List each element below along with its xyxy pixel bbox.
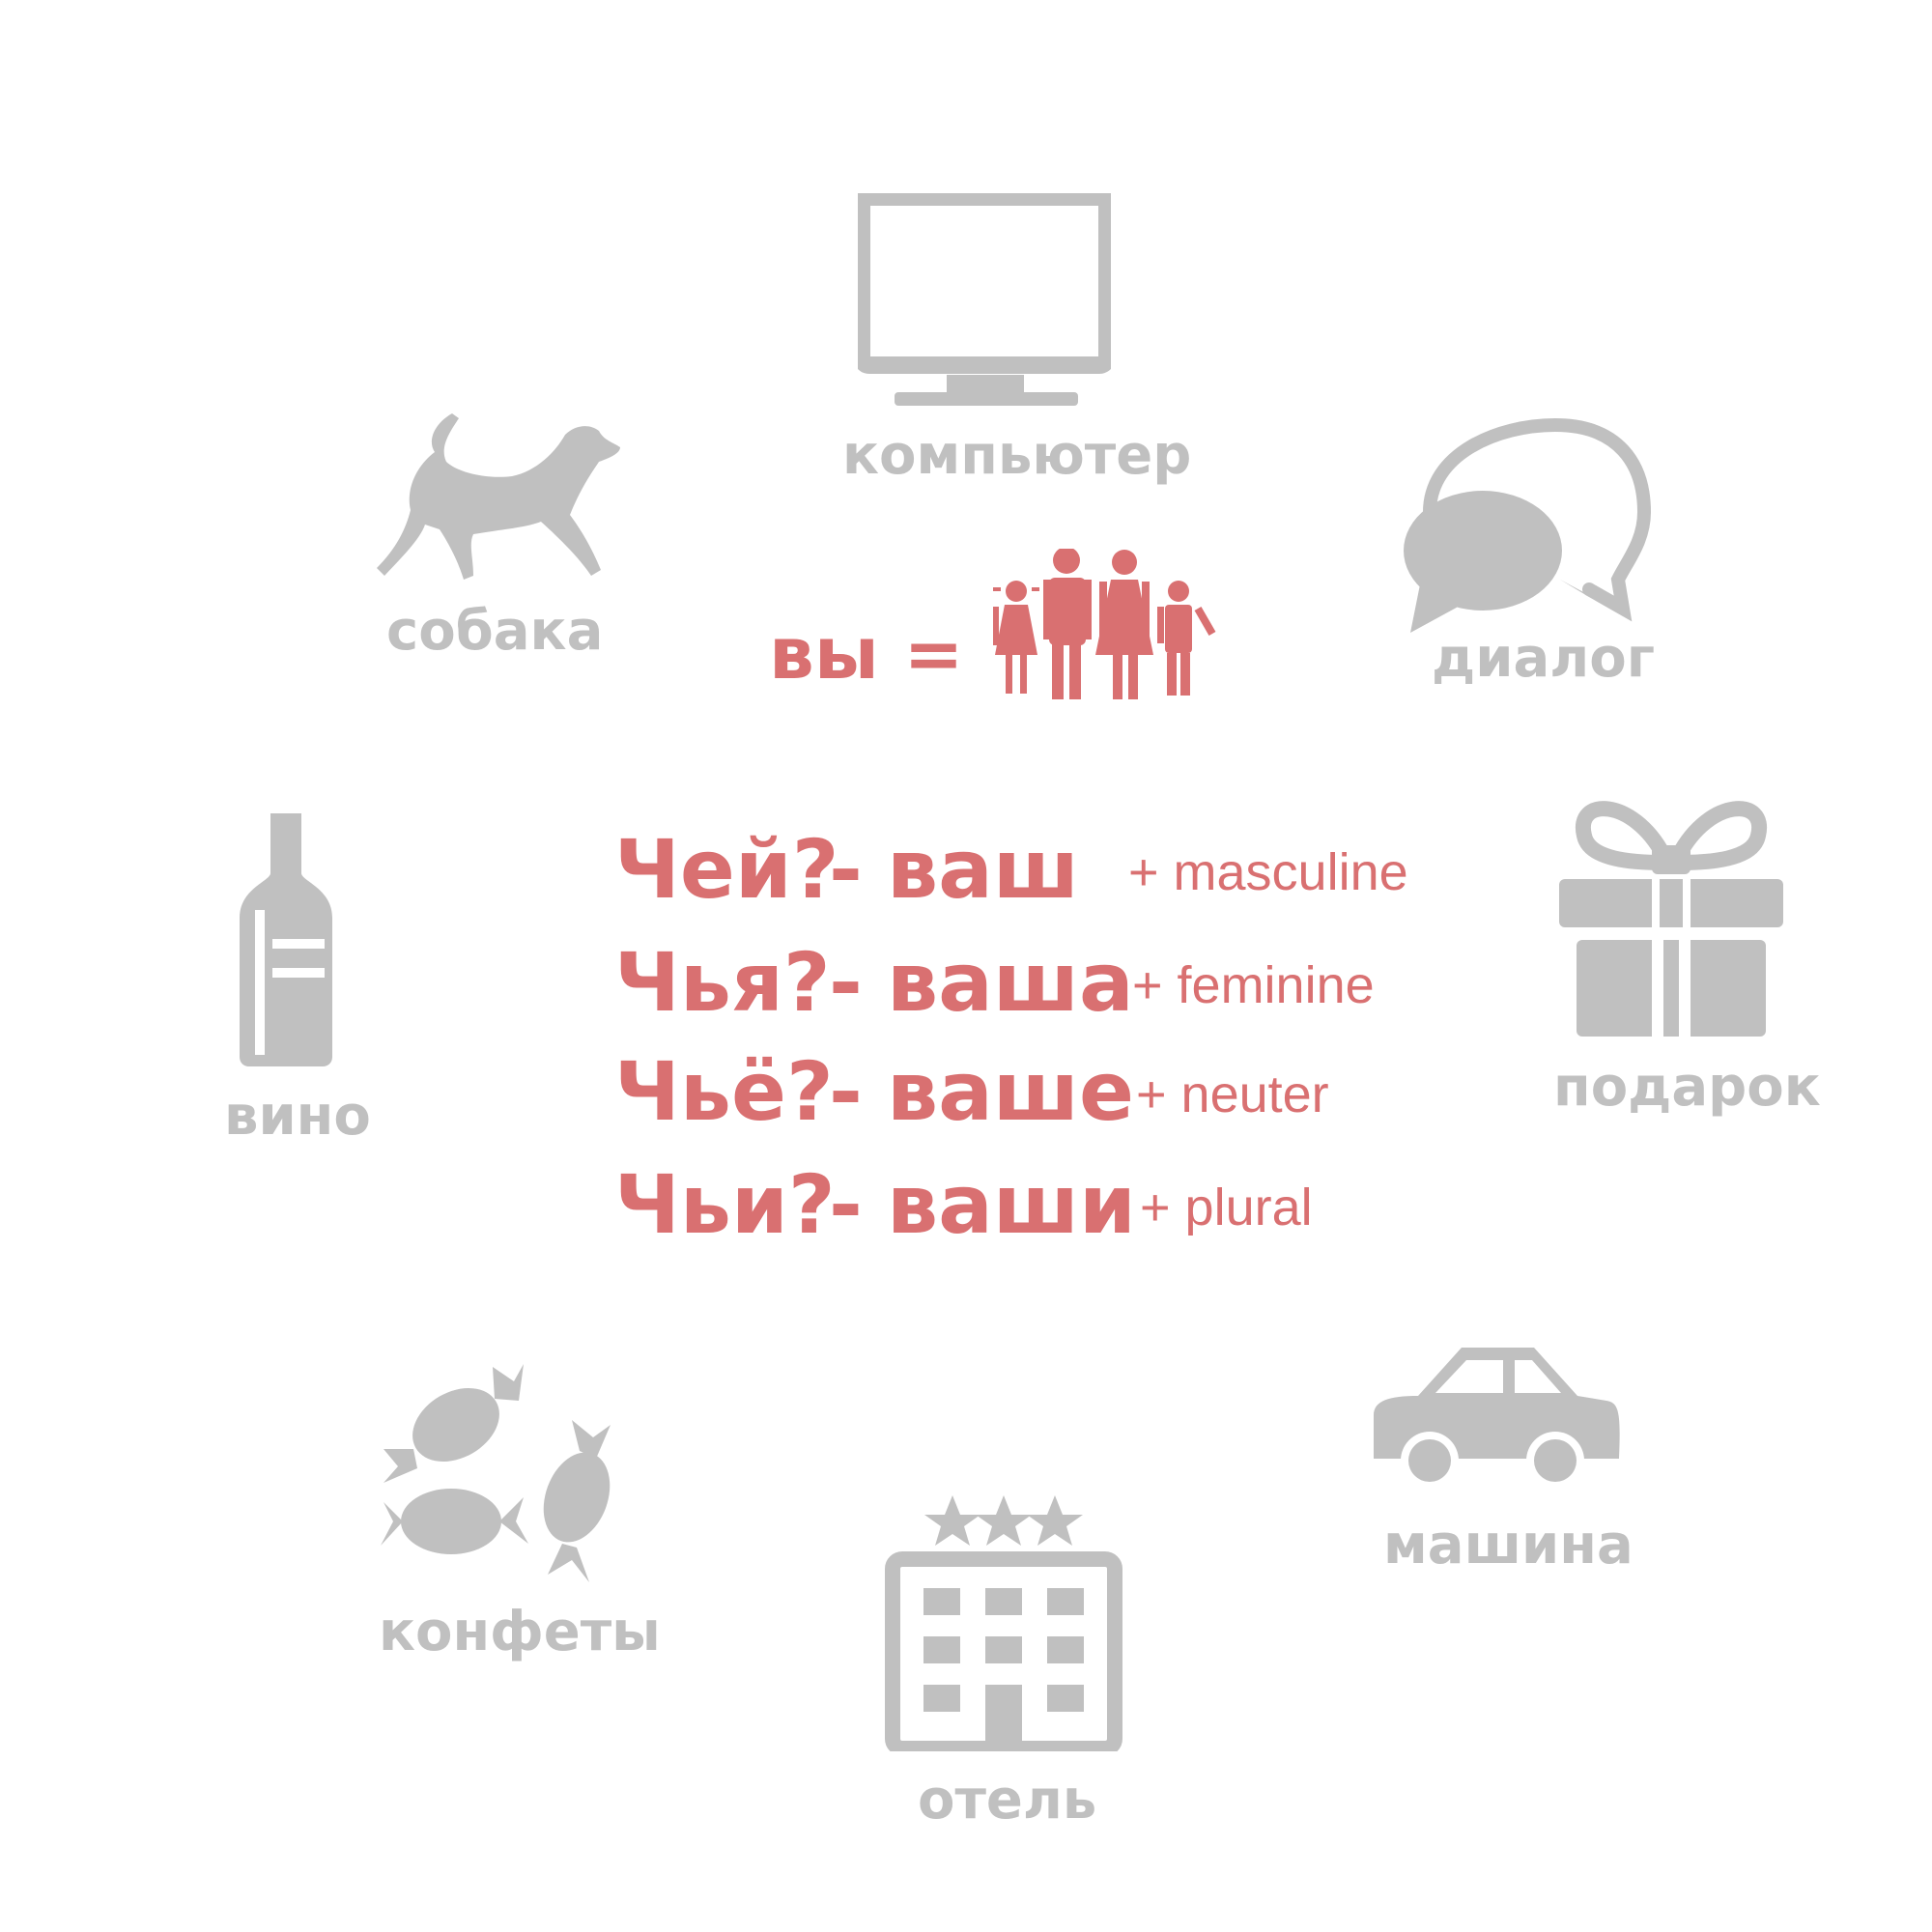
gift-label: подарок	[1553, 1056, 1821, 1119]
question-plural: Чьи?	[614, 1157, 836, 1252]
question-feminine: Чья?	[614, 935, 831, 1030]
car-label: машина	[1383, 1514, 1634, 1577]
candy-icon	[381, 1364, 611, 1582]
computer-label: компьютер	[842, 424, 1192, 487]
dog-label: собака	[386, 600, 604, 663]
family-icon	[993, 549, 1216, 699]
speech-bubbles-icon	[1404, 417, 1652, 633]
computer-icon	[858, 193, 1111, 406]
candy-label: конфеты	[379, 1601, 661, 1663]
wine-label: вино	[224, 1085, 371, 1148]
dash-feminine: -	[829, 935, 863, 1030]
hotel-label: отель	[918, 1769, 1097, 1832]
gift-icon	[1559, 801, 1783, 1037]
dialog-label: диалог	[1432, 627, 1655, 690]
possessive-plural: ваши	[887, 1157, 1136, 1252]
gender-plural: + plural	[1140, 1179, 1313, 1236]
question-masculine: Чей?	[614, 822, 839, 917]
dash-masculine: -	[829, 822, 863, 917]
car-icon	[1374, 1348, 1620, 1488]
gender-feminine: + feminine	[1132, 956, 1375, 1014]
dash-neuter: -	[829, 1044, 863, 1139]
dash-plural: -	[829, 1157, 863, 1252]
vy-label: вы =	[769, 612, 964, 696]
gender-masculine: + masculine	[1128, 843, 1408, 901]
dog-icon	[377, 413, 620, 580]
wine-bottle-icon	[240, 813, 332, 1066]
hotel-icon	[885, 1495, 1122, 1751]
possessive-feminine: ваша	[887, 935, 1134, 1030]
gender-neuter: + neuter	[1136, 1065, 1329, 1123]
question-neuter: Чьё?	[614, 1044, 834, 1139]
possessive-masculine: ваш	[887, 822, 1080, 917]
possessive-neuter: ваше	[887, 1044, 1135, 1139]
